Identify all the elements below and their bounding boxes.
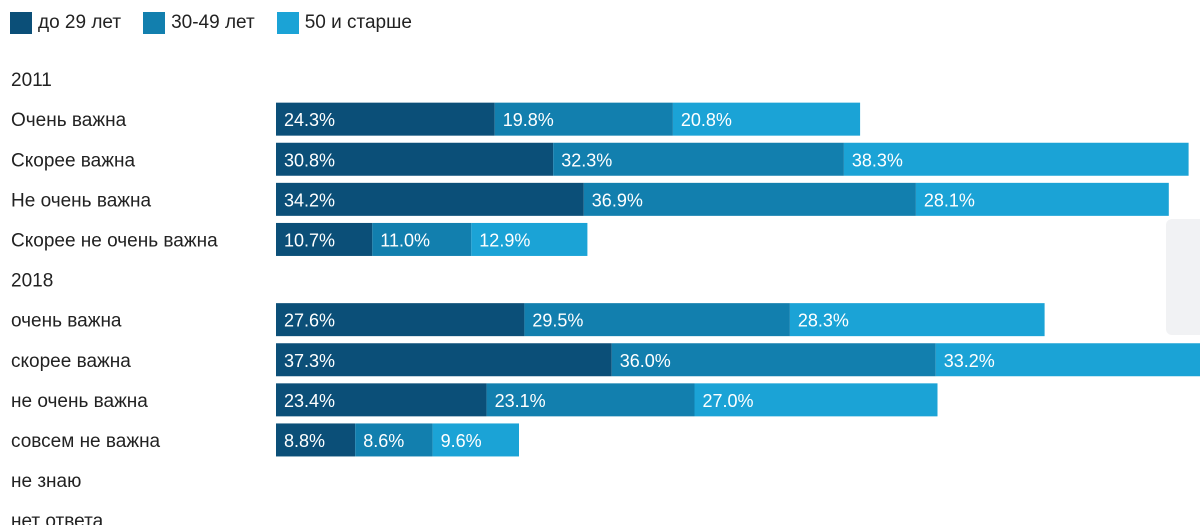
bar-segment bbox=[276, 182, 584, 216]
group-label: 2018 bbox=[11, 271, 53, 292]
row-label: Скорее важна bbox=[11, 150, 135, 171]
bar-segment bbox=[276, 303, 525, 337]
legend-item-under-29: до 29 лет bbox=[10, 12, 121, 34]
bar-value-label: 23.1% bbox=[495, 391, 546, 411]
bar-segment bbox=[935, 343, 1200, 377]
bar-value-label: 9.6% bbox=[441, 431, 482, 451]
bar-segment bbox=[694, 383, 938, 417]
chart-legend: до 29 лет 30-49 лет 50 и старше bbox=[10, 12, 434, 34]
legend-label-under-29: до 29 лет bbox=[38, 12, 122, 33]
bar-value-label: 30.8% bbox=[284, 150, 335, 170]
bar-value-label: 37.3% bbox=[284, 351, 335, 371]
bar-segment bbox=[276, 423, 356, 457]
bar-segment bbox=[471, 222, 588, 256]
bar-segment bbox=[276, 343, 612, 377]
row-label: Не очень важна bbox=[11, 190, 152, 211]
bar-value-label: 29.5% bbox=[532, 311, 583, 331]
bar-value-label: 34.2% bbox=[284, 190, 335, 210]
bar-segment bbox=[524, 303, 790, 337]
bar-value-label: 27.0% bbox=[703, 391, 754, 411]
bar-value-label: 36.0% bbox=[620, 351, 671, 371]
side-panel-tab[interactable] bbox=[1166, 219, 1200, 335]
row-label: Очень важна bbox=[11, 110, 127, 131]
bar-segment bbox=[494, 102, 673, 136]
bar-segment bbox=[583, 182, 916, 216]
row-label: не очень важна bbox=[11, 391, 148, 412]
row-label: Скорее не очень важна bbox=[11, 230, 218, 251]
bar-segment bbox=[372, 222, 472, 256]
bar-segment bbox=[789, 303, 1045, 337]
legend-swatch-under-29 bbox=[10, 12, 32, 34]
bar-segment bbox=[276, 383, 487, 417]
bar-segment bbox=[432, 423, 519, 457]
legend-item-50-plus: 50 и старше bbox=[276, 12, 412, 34]
legend-label-50-plus: 50 и старше bbox=[304, 12, 412, 33]
legend-label-30-49: 30-49 лет bbox=[171, 12, 255, 33]
bar-value-label: 23.4% bbox=[284, 391, 335, 411]
bar-segment bbox=[611, 343, 936, 377]
legend-item-30-49: 30-49 лет bbox=[143, 12, 255, 34]
bar-segment bbox=[843, 142, 1189, 176]
row-label: нет ответа bbox=[11, 511, 104, 525]
legend-swatch-30-49 bbox=[143, 12, 166, 34]
bar-segment bbox=[276, 142, 554, 176]
bar-value-label: 19.8% bbox=[503, 110, 554, 130]
bar-segment bbox=[276, 102, 495, 136]
bar-value-label: 28.3% bbox=[798, 311, 849, 331]
bar-value-label: 32.3% bbox=[561, 150, 612, 170]
row-label: не знаю bbox=[11, 471, 81, 492]
legend-swatch-50-plus bbox=[276, 12, 299, 34]
row-label: очень важна bbox=[11, 311, 122, 332]
bar-value-label: 10.7% bbox=[284, 230, 335, 250]
bar-segment bbox=[915, 182, 1169, 216]
bar-segment bbox=[486, 383, 695, 417]
row-label: совсем не важна bbox=[11, 431, 161, 452]
bar-value-label: 24.3% bbox=[284, 110, 335, 130]
bar-segment bbox=[276, 222, 373, 256]
bar-value-label: 8.6% bbox=[363, 431, 404, 451]
bar-value-label: 36.9% bbox=[592, 190, 643, 210]
bar-segment bbox=[672, 102, 861, 136]
group-label: 2011 bbox=[11, 70, 52, 91]
bar-value-label: 11.0% bbox=[380, 230, 430, 250]
bar-value-label: 33.2% bbox=[944, 351, 995, 371]
bar-segment bbox=[553, 142, 844, 176]
bar-value-label: 12.9% bbox=[479, 230, 530, 250]
row-label: скорее важна bbox=[11, 351, 131, 372]
bar-value-label: 8.8% bbox=[284, 431, 325, 451]
bar-value-label: 20.8% bbox=[681, 110, 732, 130]
bar-value-label: 27.6% bbox=[284, 311, 335, 331]
bar-value-label: 38.3% bbox=[852, 150, 903, 170]
bar-value-label: 28.1% bbox=[924, 190, 975, 210]
bar-segment bbox=[355, 423, 433, 457]
